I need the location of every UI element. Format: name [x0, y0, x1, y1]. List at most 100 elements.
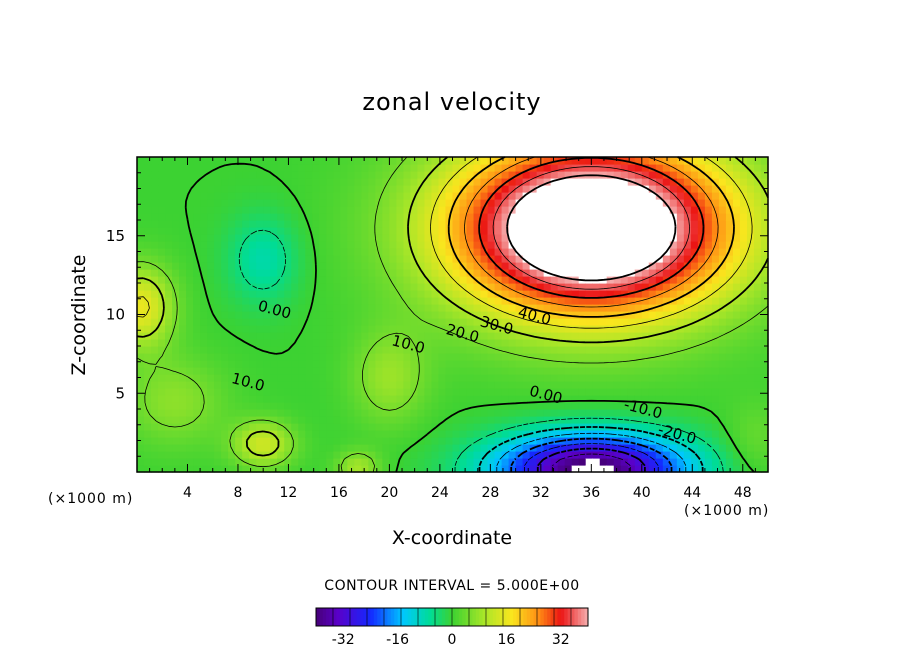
field-cell — [606, 367, 615, 375]
field-cell — [375, 409, 383, 417]
field-cell — [144, 185, 152, 193]
field-cell — [627, 332, 636, 340]
field-cell — [291, 416, 299, 424]
field-cell — [207, 339, 215, 347]
field-cell — [193, 157, 201, 165]
field-cell — [725, 367, 734, 375]
field-cell — [746, 171, 755, 179]
field-cell — [648, 297, 657, 305]
field-cell — [438, 332, 447, 340]
field-cell — [277, 185, 285, 193]
field-cell — [515, 388, 524, 396]
field-cell — [403, 297, 412, 305]
field-cell — [403, 171, 412, 179]
field-cell — [368, 367, 376, 375]
field-cell — [627, 311, 636, 319]
field-cell — [228, 178, 236, 186]
field-cell — [403, 374, 412, 382]
field-cell — [291, 283, 299, 291]
field-cell — [711, 248, 720, 256]
field-cell — [704, 171, 713, 179]
field-cell — [200, 430, 208, 438]
field-cell — [312, 374, 320, 382]
field-cell — [732, 192, 741, 200]
field-cell — [445, 164, 454, 172]
field-cell — [578, 255, 587, 263]
field-cell — [375, 276, 383, 284]
field-cell — [410, 297, 419, 305]
field-cell — [158, 367, 166, 375]
field-cell — [543, 437, 552, 445]
field-cell — [466, 255, 475, 263]
field-cell — [354, 304, 362, 312]
field-cell — [487, 465, 496, 473]
field-cell — [382, 171, 390, 179]
field-cell — [361, 374, 369, 382]
field-cell — [641, 353, 650, 361]
field-cell — [186, 164, 194, 172]
field-cell — [144, 241, 152, 249]
field-cell — [571, 290, 580, 298]
field-cell — [704, 444, 713, 452]
field-cell — [137, 346, 145, 354]
field-cell — [592, 311, 601, 319]
field-cell — [319, 395, 327, 403]
field-cell — [137, 276, 145, 284]
field-cell — [424, 409, 433, 417]
field-cell — [655, 227, 664, 235]
x-tick-label: 44 — [683, 485, 701, 501]
field-cell — [459, 465, 468, 473]
field-cell — [193, 213, 201, 221]
field-cell — [389, 297, 398, 305]
field-cell — [375, 304, 383, 312]
field-cell — [480, 164, 489, 172]
field-cell — [473, 388, 482, 396]
field-cell — [746, 402, 755, 410]
field-cell — [354, 220, 362, 228]
field-cell — [207, 227, 215, 235]
field-cell — [291, 402, 299, 410]
field-cell — [410, 353, 419, 361]
field-cell — [389, 451, 398, 459]
field-cell — [144, 374, 152, 382]
field-cell — [431, 171, 440, 179]
field-cell — [690, 220, 699, 228]
field-cell — [361, 297, 369, 305]
field-cell — [585, 248, 594, 256]
field-cell — [487, 199, 496, 207]
field-cell — [235, 185, 243, 193]
field-cell — [662, 437, 671, 445]
field-cell — [396, 269, 405, 277]
field-cell — [179, 444, 187, 452]
field-cell — [347, 437, 355, 445]
field-cell — [473, 185, 482, 193]
field-cell — [592, 227, 601, 235]
field-cell — [326, 367, 334, 375]
field-cell — [438, 304, 447, 312]
field-cell — [214, 451, 222, 459]
field-cell — [613, 241, 622, 249]
field-cell — [305, 248, 313, 256]
colorbar-cell — [516, 608, 521, 626]
field-cell — [137, 451, 145, 459]
field-cell — [669, 192, 678, 200]
field-cell — [417, 437, 426, 445]
field-cell — [158, 360, 166, 368]
field-cell — [382, 290, 390, 298]
field-cell — [718, 388, 727, 396]
field-cell — [389, 311, 398, 319]
field-cell — [564, 171, 573, 179]
field-cell — [529, 199, 538, 207]
field-cell — [340, 360, 348, 368]
field-cell — [263, 332, 271, 340]
field-cell — [599, 171, 608, 179]
field-cell — [627, 283, 636, 291]
field-cell — [445, 416, 454, 424]
field-cell — [676, 381, 685, 389]
field-cell — [277, 360, 285, 368]
field-cell — [375, 192, 383, 200]
field-cell — [340, 157, 348, 165]
colorbar-cell — [428, 608, 432, 626]
field-cell — [452, 206, 461, 214]
field-cell — [312, 297, 320, 305]
